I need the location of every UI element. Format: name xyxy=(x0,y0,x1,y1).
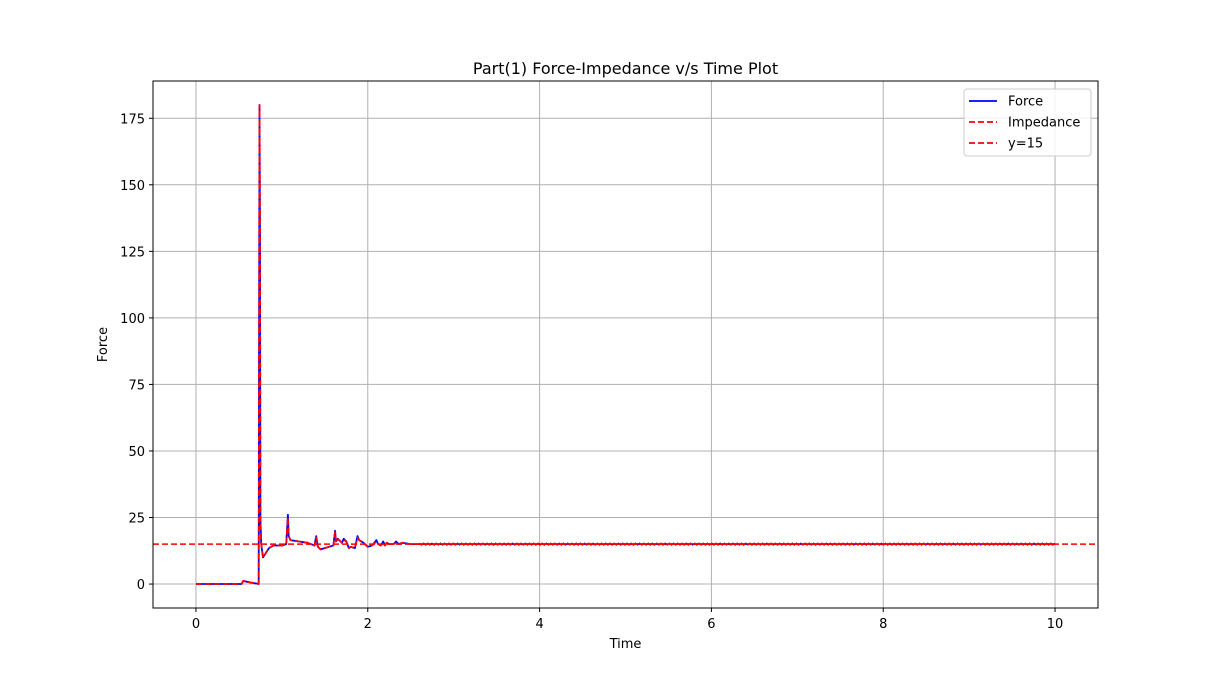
x-tick-label: 0 xyxy=(192,617,200,632)
y-tick-label: 175 xyxy=(120,112,145,127)
y-tick-label: 25 xyxy=(128,512,145,527)
legend: Force Impedance y=15 xyxy=(963,88,1092,157)
legend-box xyxy=(963,88,1092,157)
x-tick-label: 8 xyxy=(879,617,887,632)
plot-area xyxy=(153,104,1098,585)
y-axis-label: Force xyxy=(96,327,111,362)
chart-title: Part(1) Force-Impedance v/s Time Plot xyxy=(473,59,778,78)
x-tick-label: 10 xyxy=(1047,617,1064,632)
legend-label: Impedance xyxy=(1008,116,1080,131)
series-band-impedance xyxy=(418,542,1056,546)
grid xyxy=(153,81,1098,608)
x-tick-label: 4 xyxy=(535,617,543,632)
y-tick-label: 50 xyxy=(128,445,145,460)
y-tick-label: 100 xyxy=(120,312,145,327)
x-axis-label: Time xyxy=(609,637,642,652)
y-tick-label: 75 xyxy=(128,378,145,393)
y-tick-label: 125 xyxy=(120,245,145,260)
x-tick-label: 2 xyxy=(364,617,372,632)
y-tick-label: 0 xyxy=(137,578,145,593)
legend-label: y=15 xyxy=(1008,137,1043,152)
x-tick-label: 6 xyxy=(707,617,715,632)
legend-label: Force xyxy=(1008,95,1043,110)
axes-frame xyxy=(152,80,1099,609)
y-tick-label: 150 xyxy=(120,179,145,194)
series-line-impedance xyxy=(196,104,1055,585)
